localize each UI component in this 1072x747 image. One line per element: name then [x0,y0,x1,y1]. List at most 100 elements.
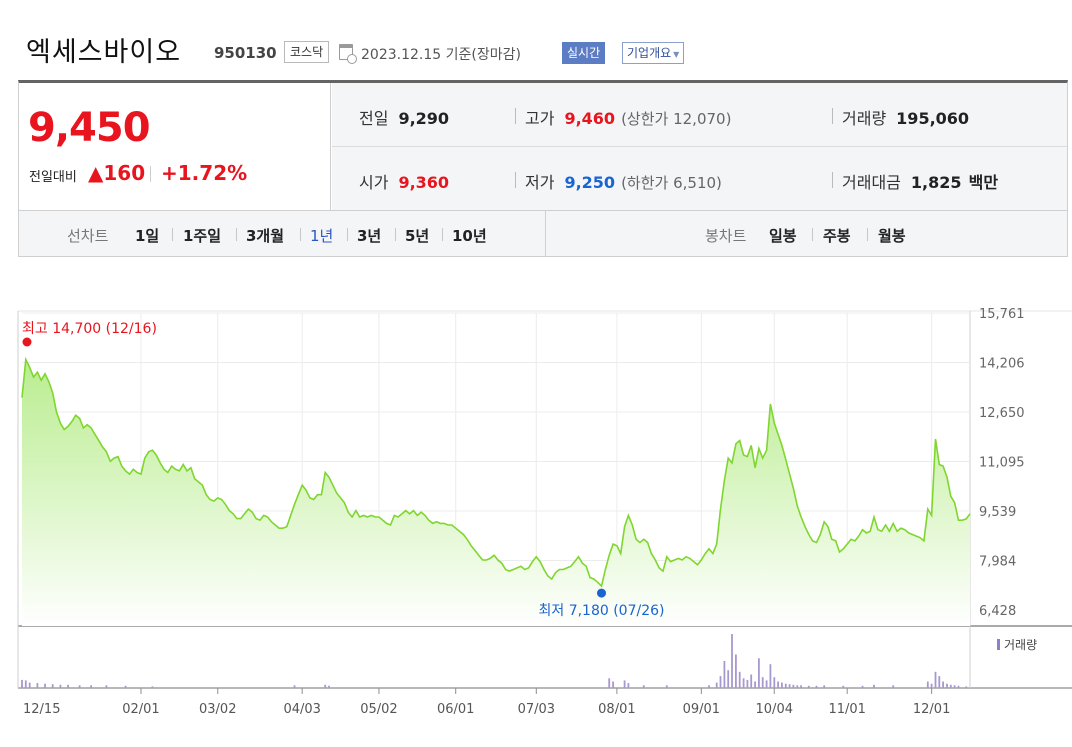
volume-bar [735,654,737,688]
volume-bar [754,681,756,688]
y-tick-label: 11,095 [979,456,1025,471]
volume-label: 거래량 [842,109,887,128]
x-tick-label: 09/01 [683,702,720,717]
volume-bar [124,685,127,688]
high-price: 고가 9,460 (상한가 12,070) [525,105,731,129]
divider [515,108,516,124]
volume-bar [324,684,327,688]
volume-bar [642,685,645,688]
prev-close-value: 9,290 [398,109,450,128]
x-tick-label: 05/02 [360,702,397,717]
volume-bar [788,684,791,688]
volume-bar [842,685,845,688]
volume-bar [926,681,929,688]
volume-bar [777,681,779,688]
max-annotation: 최고 14,700 (12/16) [22,321,157,337]
tab-monthly-candle[interactable]: 월봉 [878,227,906,245]
volume-bar [930,683,933,688]
volume-bar [815,685,818,688]
volume-bar [723,661,726,688]
volume-bar [59,684,62,688]
prev-close: 전일 9,290 [359,105,449,129]
x-tick-label: 12/15 [23,702,60,717]
volume-bar [608,678,611,688]
divider [395,228,396,241]
low-price: 저가 9,250 (하한가 6,510) [525,169,722,193]
tab-daily-candle[interactable]: 일봉 [769,227,797,245]
volume: 거래량 195,060 [842,105,969,129]
y-tick-label: 9,539 [979,505,1016,520]
high-label: 고가 [525,109,555,128]
tab-5-year[interactable]: 5년 [405,227,430,245]
volume-value: 195,060 [896,109,970,128]
volume-bar [36,683,39,688]
price-line [21,356,971,588]
volume-bar [807,685,810,688]
volume-bar [781,682,783,688]
price-chart: 15,76114,20612,65011,0959,5397,9846,428 … [17,307,1072,717]
volume-bar [784,683,787,688]
divider [332,146,1067,147]
tab-weekly-candle[interactable]: 주봉 [823,227,851,245]
tab-10-year[interactable]: 10년 [452,227,487,245]
volume-bars [21,634,968,688]
diff-value: ▲160 [88,161,146,185]
divider [867,228,868,241]
price-area [22,359,970,626]
diff-label: 전일대비 [29,170,77,185]
volume-bar [78,685,81,688]
upper-limit: (상한가 12,070) [621,110,732,128]
volume-bar [21,685,23,688]
y-tick-label: 14,206 [979,357,1025,372]
volume-bar [773,677,776,688]
volume-bar [746,679,749,688]
volume-bar [24,680,27,688]
volume-bar [90,685,92,688]
divider [812,228,813,241]
volume-bar [67,684,69,688]
tab-1-day[interactable]: 1일 [135,227,160,245]
volume-bar [965,686,968,688]
divider [347,228,348,241]
volume-bar [665,685,668,688]
tab-3-year[interactable]: 3년 [357,227,382,245]
stock-name: 엑세스바이오 [26,37,182,68]
volume-bar [719,676,722,688]
x-tick-label: 12/01 [913,702,950,717]
tab-1-week[interactable]: 1주일 [183,227,222,245]
volume-legend-icon [997,639,1000,650]
volume-bar [151,686,154,688]
company-overview-dropdown[interactable]: 기업개요 ▼ [622,42,685,64]
stock-code: 950130 [214,44,277,62]
lower-limit: (하한가 6,510) [621,174,722,192]
open-label: 시가 [359,173,389,192]
volume-bar [796,685,799,688]
volume-bar [51,684,54,688]
volume-bar [892,685,895,688]
low-label: 저가 [525,173,555,192]
high-value: 9,460 [564,109,616,128]
volume-bar [792,684,795,688]
volume-bar [873,684,875,688]
volume-bar [750,674,753,688]
diff-percent: +1.72% [161,161,248,185]
realtime-button[interactable]: 실시간 [562,42,606,64]
trading-value: 거래대금 1,825 백만 [842,169,998,193]
calendar-clock-icon [339,44,357,64]
volume-bar [938,676,941,688]
tab-3-month[interactable]: 3개월 [246,227,285,245]
y-tick-label: 7,984 [979,555,1016,570]
x-tick-label: 10/04 [756,702,793,717]
current-price-panel: 9,450 전일대비 ▲160 +1.72% [19,83,331,210]
trading-value-label: 거래대금 [842,173,901,192]
x-tick-label: 06/01 [437,702,474,717]
tab-1-year[interactable]: 1년 [310,227,334,245]
trading-value-amount: 1,825 [910,173,962,192]
volume-bar [328,685,330,688]
x-axis-labels: 12/15 02/01 03/02 04/03 05/02 06/01 07/03 08/01… [23,702,950,717]
volume-bar [105,685,108,688]
divider [150,166,151,182]
volume-bar [708,685,710,688]
prev-close-label: 전일 [359,109,389,128]
